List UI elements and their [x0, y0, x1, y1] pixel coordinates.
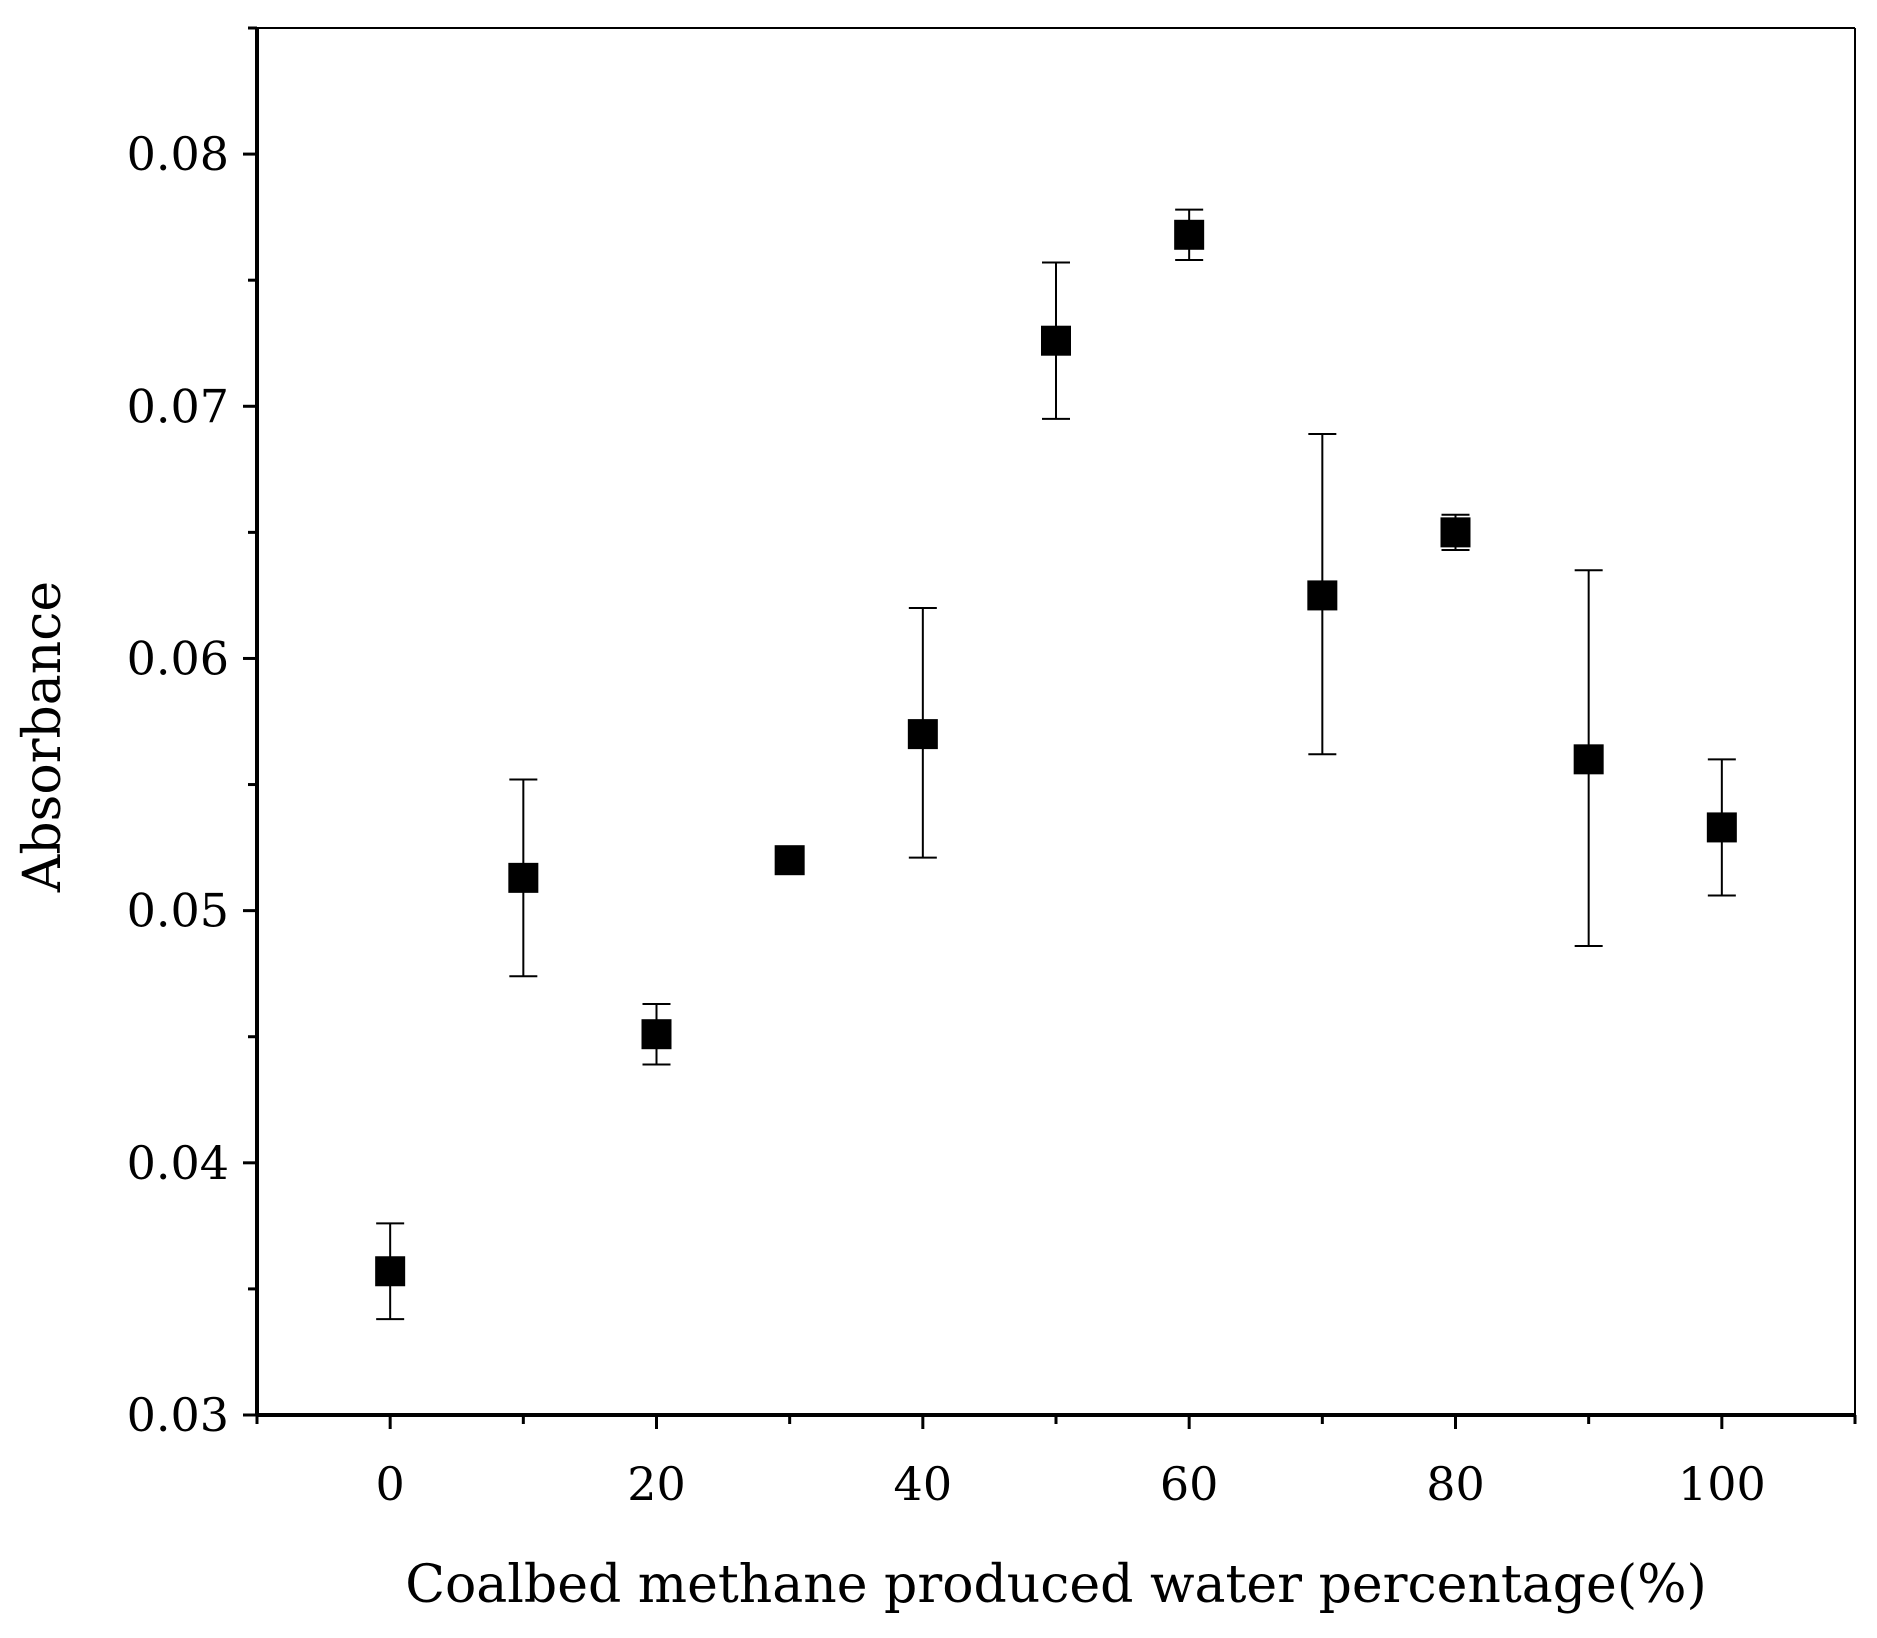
- data-point-marker: [375, 1256, 406, 1287]
- x-tick-label: 60: [1160, 1457, 1219, 1511]
- y-tick-label: 0.03: [127, 1388, 229, 1442]
- x-tick-label: 40: [894, 1457, 953, 1511]
- y-tick-label: 0.05: [127, 884, 229, 938]
- data-point-marker: [1706, 812, 1737, 843]
- data-point-marker: [1307, 580, 1338, 611]
- data-point-marker: [641, 1019, 672, 1050]
- y-tick-label: 0.08: [127, 127, 229, 181]
- y-axis: 0.03 0.04 0.05 0.06 0.07 0.08: [127, 26, 257, 1442]
- x-tick-label: 20: [627, 1457, 686, 1511]
- x-axis-title: Coalbed methane produced water percentag…: [405, 1555, 1707, 1615]
- y-tick-label: 0.07: [127, 379, 229, 433]
- y-tick-label: 0.04: [127, 1136, 229, 1190]
- data-point-marker: [1440, 517, 1471, 548]
- y-tick-label: 0.06: [127, 631, 229, 685]
- data-point-marker: [1573, 744, 1604, 775]
- x-tick-label: 0: [376, 1457, 405, 1511]
- data-point-marker: [508, 862, 539, 893]
- x-axis: 0 20 40 60 80 100: [255, 1415, 1857, 1511]
- x-tick-label: 80: [1426, 1457, 1485, 1511]
- y-axis-title: Absorbance: [13, 581, 73, 893]
- plot-frame: [255, 27, 1856, 1417]
- data-point-marker: [907, 719, 938, 750]
- error-bars: [376, 208, 1736, 1321]
- data-point-marker: [1041, 325, 1071, 356]
- data-point-marker: [774, 845, 805, 876]
- x-tick-label: 100: [1678, 1457, 1766, 1511]
- data-point-marker: [1174, 219, 1205, 250]
- data-points: [375, 219, 1737, 1287]
